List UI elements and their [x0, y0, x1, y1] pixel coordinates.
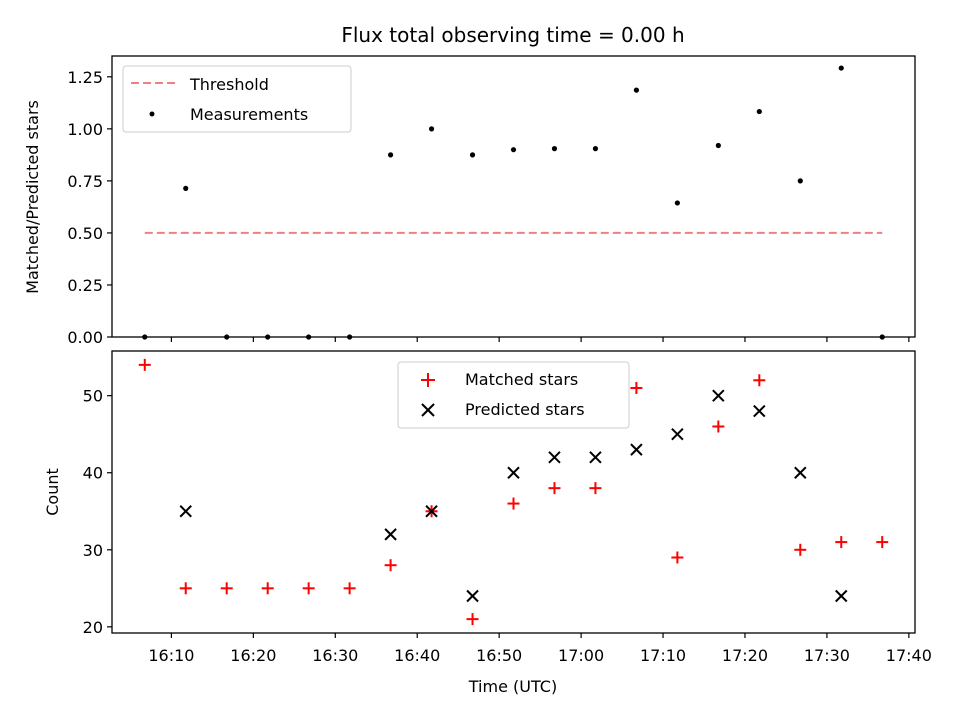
measurement-point	[510, 147, 517, 153]
top-y-tick-label: 1.00	[67, 120, 103, 139]
predicted-star-marker	[753, 404, 766, 418]
x-axis-label: Time (UTC)	[468, 677, 557, 696]
predicted-star-marker	[589, 451, 602, 464]
bottom-legend: Matched stars Predicted stars	[397, 361, 630, 429]
matched-star-marker	[384, 559, 397, 572]
measurements-legend-label: Measurements	[190, 105, 308, 124]
matched-star-marker	[548, 482, 561, 495]
top-axes-frame	[111, 55, 916, 338]
predicted-star-marker	[548, 451, 561, 464]
matched-star-marker	[753, 374, 766, 387]
top-y-ticks: 0.00 0.25 0.50 0.75 1.00 1.25	[67, 68, 112, 347]
bottom-y-tick-label: 20	[83, 618, 103, 637]
matched-star-marker	[712, 420, 725, 433]
bottom-plot-area	[138, 358, 889, 626]
matched-star-marker	[302, 582, 315, 595]
measurement-point	[838, 65, 844, 71]
predicted-star-marker	[630, 443, 643, 456]
predicted-star-marker	[179, 505, 192, 518]
matched-star-marker	[671, 551, 684, 564]
matched-star-marker	[835, 536, 848, 549]
x-tick-label: 16:30	[312, 646, 358, 665]
predicted-star-marker	[794, 466, 807, 479]
measurement-point	[551, 146, 558, 152]
predicted-star-marker	[835, 589, 848, 603]
top-plot-area	[142, 65, 885, 340]
measurement-point	[428, 126, 435, 132]
matched-star-marker	[261, 582, 274, 595]
matched-star-marker	[794, 543, 807, 556]
predicted-star-marker	[671, 428, 684, 441]
x-tick-label: 16:40	[394, 646, 440, 665]
top-y-tick-label: 0.00	[67, 328, 103, 347]
predicted-legend-label: Predicted stars	[465, 400, 585, 419]
bottom-axes-frame	[111, 350, 916, 634]
threshold-legend-label: Threshold	[189, 75, 269, 94]
matched-star-marker	[220, 582, 233, 595]
top-y-tick-label: 0.25	[67, 276, 103, 295]
x-tick-label: 17:20	[722, 646, 768, 665]
chart-title: Flux total observing time = 0.00 h	[341, 23, 684, 47]
top-y-tick-label: 1.25	[67, 68, 103, 87]
predicted-star-marker	[384, 528, 397, 541]
x-tick-label: 17:00	[558, 646, 604, 665]
x-tick-label: 17:30	[804, 646, 850, 665]
top-y-tick-label: 0.50	[67, 224, 103, 243]
top-legend-box	[122, 65, 352, 133]
matched-star-marker	[466, 613, 479, 626]
matched-legend-swatch	[421, 373, 435, 387]
matched-legend-label: Matched stars	[465, 370, 578, 389]
matched-star-marker	[507, 497, 520, 510]
top-legend: Threshold Measurements	[122, 65, 352, 133]
bottom-x-ticks: 16:10 16:20 16:30 16:40 16:50 17:00 17:10 17:20…	[148, 633, 932, 665]
measurement-point	[715, 142, 721, 149]
bottom-y-tick-label: 30	[83, 541, 103, 560]
x-tick-label: 17:40	[886, 646, 932, 665]
measurement-point	[797, 178, 803, 184]
x-tick-label: 17:10	[640, 646, 686, 665]
top-y-tick-label: 0.75	[67, 172, 103, 191]
matched-star-marker	[138, 358, 151, 371]
bottom-y-tick-label: 40	[83, 464, 103, 483]
matched-star-marker	[876, 536, 889, 549]
predicted-star-marker	[507, 466, 520, 479]
top-y-axis-label: Matched/Predicted stars	[23, 100, 42, 294]
bottom-y-axis-label: Count	[43, 468, 62, 516]
predicted-star-marker	[466, 589, 479, 603]
measurements-legend-swatch	[149, 111, 155, 117]
predicted-legend-swatch	[421, 403, 435, 417]
matched-star-marker	[343, 582, 356, 595]
x-tick-label: 16:50	[476, 646, 522, 665]
measurement-point	[756, 108, 762, 115]
matched-star-marker	[179, 582, 192, 595]
predicted-star-marker	[425, 505, 438, 518]
matched-star-marker	[589, 482, 602, 495]
measurement-point	[387, 152, 394, 158]
measurement-point	[592, 146, 599, 152]
bottom-legend-box	[397, 361, 630, 429]
x-tick-label: 16:10	[148, 646, 194, 665]
measurement-point	[633, 87, 640, 93]
measurement-point	[183, 185, 189, 191]
bottom-y-tick-label: 50	[83, 387, 103, 406]
top-x-ticks	[170, 337, 910, 342]
measurement-point	[469, 152, 476, 158]
bottom-y-ticks: 20 30 40 50	[83, 387, 112, 637]
matched-star-marker	[630, 381, 643, 394]
x-tick-label: 16:20	[230, 646, 276, 665]
top-panel: 0.00 0.25 0.50 0.75 1.00 1.25 Matched/Predict…	[23, 55, 916, 347]
predicted-star-marker	[712, 389, 725, 402]
measurement-point	[674, 200, 680, 206]
